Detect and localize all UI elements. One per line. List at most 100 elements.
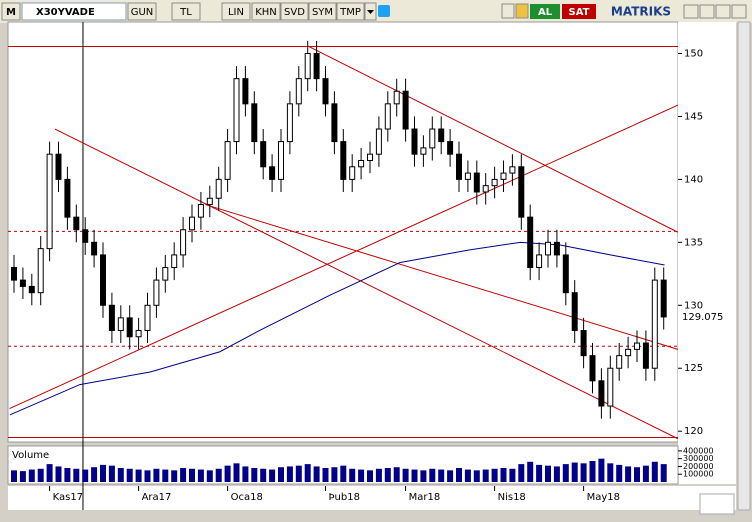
toolbar-button-label: SYM — [312, 7, 333, 18]
volume-bar — [269, 469, 276, 482]
y-tick-label: 150 — [684, 48, 703, 59]
price-axis — [678, 22, 736, 484]
candle-body — [536, 254, 543, 269]
volume-tick-label: 400000 — [683, 446, 714, 455]
toolbar-button[interactable] — [251, 2, 281, 21]
candle-body — [402, 90, 409, 130]
icon[interactable] — [515, 3, 529, 19]
candle-body — [358, 159, 365, 168]
buy-button[interactable] — [530, 4, 560, 19]
volume-bar — [553, 466, 560, 482]
candle-body — [64, 178, 71, 218]
candle-body — [215, 178, 222, 199]
candle-body — [607, 367, 614, 407]
candle-body — [518, 166, 525, 218]
volume-bar — [500, 468, 507, 482]
toolbar-button-label: KHN — [255, 7, 277, 18]
candle-body — [313, 52, 320, 80]
toolbar-button[interactable] — [280, 2, 309, 21]
volume-bar — [625, 466, 632, 482]
candle-body — [171, 254, 178, 269]
candle-body — [634, 342, 640, 350]
trend-line — [307, 45, 679, 233]
toolbar-button[interactable] — [127, 2, 157, 21]
volume-bar — [393, 467, 400, 482]
minimize[interactable] — [683, 4, 699, 19]
icon[interactable] — [501, 3, 515, 19]
sell-button[interactable] — [562, 4, 596, 19]
candle-body — [438, 128, 445, 143]
maximize[interactable] — [699, 4, 715, 19]
candle-body — [144, 304, 151, 331]
toolbar-button[interactable] — [336, 2, 365, 21]
candle-body — [108, 304, 115, 331]
volume-bar — [464, 469, 471, 482]
candle-body — [331, 103, 338, 143]
candle-body — [384, 103, 391, 130]
menu-button[interactable] — [1, 2, 21, 21]
volume-bar — [189, 468, 195, 482]
candle-body — [224, 141, 231, 180]
volume-bar — [100, 464, 106, 482]
candle-body — [37, 248, 44, 294]
candle-body — [562, 254, 569, 294]
candle-body — [135, 329, 142, 338]
candle-body — [580, 329, 587, 357]
volume-bar — [340, 465, 347, 482]
volume-bar — [438, 469, 445, 482]
candle-body — [598, 380, 605, 407]
candle-body — [28, 285, 35, 294]
volume-bar — [295, 465, 302, 482]
candle-body — [11, 267, 17, 281]
candle-body — [473, 172, 480, 193]
volume-bar — [64, 468, 71, 482]
volume-bar — [108, 465, 115, 482]
x-tick-label: Ara17 — [142, 492, 172, 503]
volume-title: Volume — [12, 450, 49, 461]
volume-bar — [322, 468, 329, 482]
volume-bar — [135, 469, 142, 482]
volume-bar — [598, 458, 605, 482]
candle-body — [420, 147, 427, 155]
toolbar-button[interactable] — [308, 2, 337, 21]
volume-tick-label: 300000 — [683, 454, 714, 463]
twitter-icon[interactable] — [378, 5, 390, 17]
volume-bar — [358, 469, 365, 482]
candle-body — [117, 317, 124, 331]
volume-bar — [607, 463, 614, 482]
candle-body — [162, 267, 169, 281]
x-tick-label: Mar18 — [409, 492, 441, 503]
candle-body — [660, 279, 667, 318]
candle-body — [180, 229, 187, 256]
volume-bar — [162, 469, 169, 482]
symbol-input[interactable] — [21, 2, 127, 21]
close[interactable] — [731, 4, 747, 19]
candle-body — [571, 292, 578, 331]
candle-body — [456, 153, 462, 180]
x-tick-label: Nis18 — [498, 492, 526, 503]
toolbar-button[interactable] — [221, 2, 251, 21]
volume-bar — [642, 465, 649, 482]
volume-bar — [536, 464, 543, 482]
volume-bar — [224, 465, 231, 482]
volume-bar — [580, 463, 587, 482]
volume-bar — [197, 469, 204, 482]
volume-tick-label: 200000 — [683, 462, 714, 471]
last-price: 129.075 — [682, 312, 723, 323]
restore[interactable] — [715, 4, 731, 19]
candle-body — [589, 355, 596, 382]
candle-body — [375, 128, 382, 155]
candle-body — [260, 141, 267, 168]
toolbar-button-label: GUN — [131, 7, 154, 18]
volume-bar — [660, 464, 667, 482]
refresh-button[interactable] — [699, 493, 735, 515]
scrollbar[interactable] — [737, 21, 751, 511]
candle-body — [545, 241, 551, 256]
volume-bar — [11, 470, 17, 482]
candle-body — [322, 78, 329, 105]
candle-body — [126, 317, 133, 338]
candle-body — [500, 172, 507, 180]
toolbar-button[interactable] — [171, 2, 201, 21]
candle-body — [429, 128, 436, 149]
